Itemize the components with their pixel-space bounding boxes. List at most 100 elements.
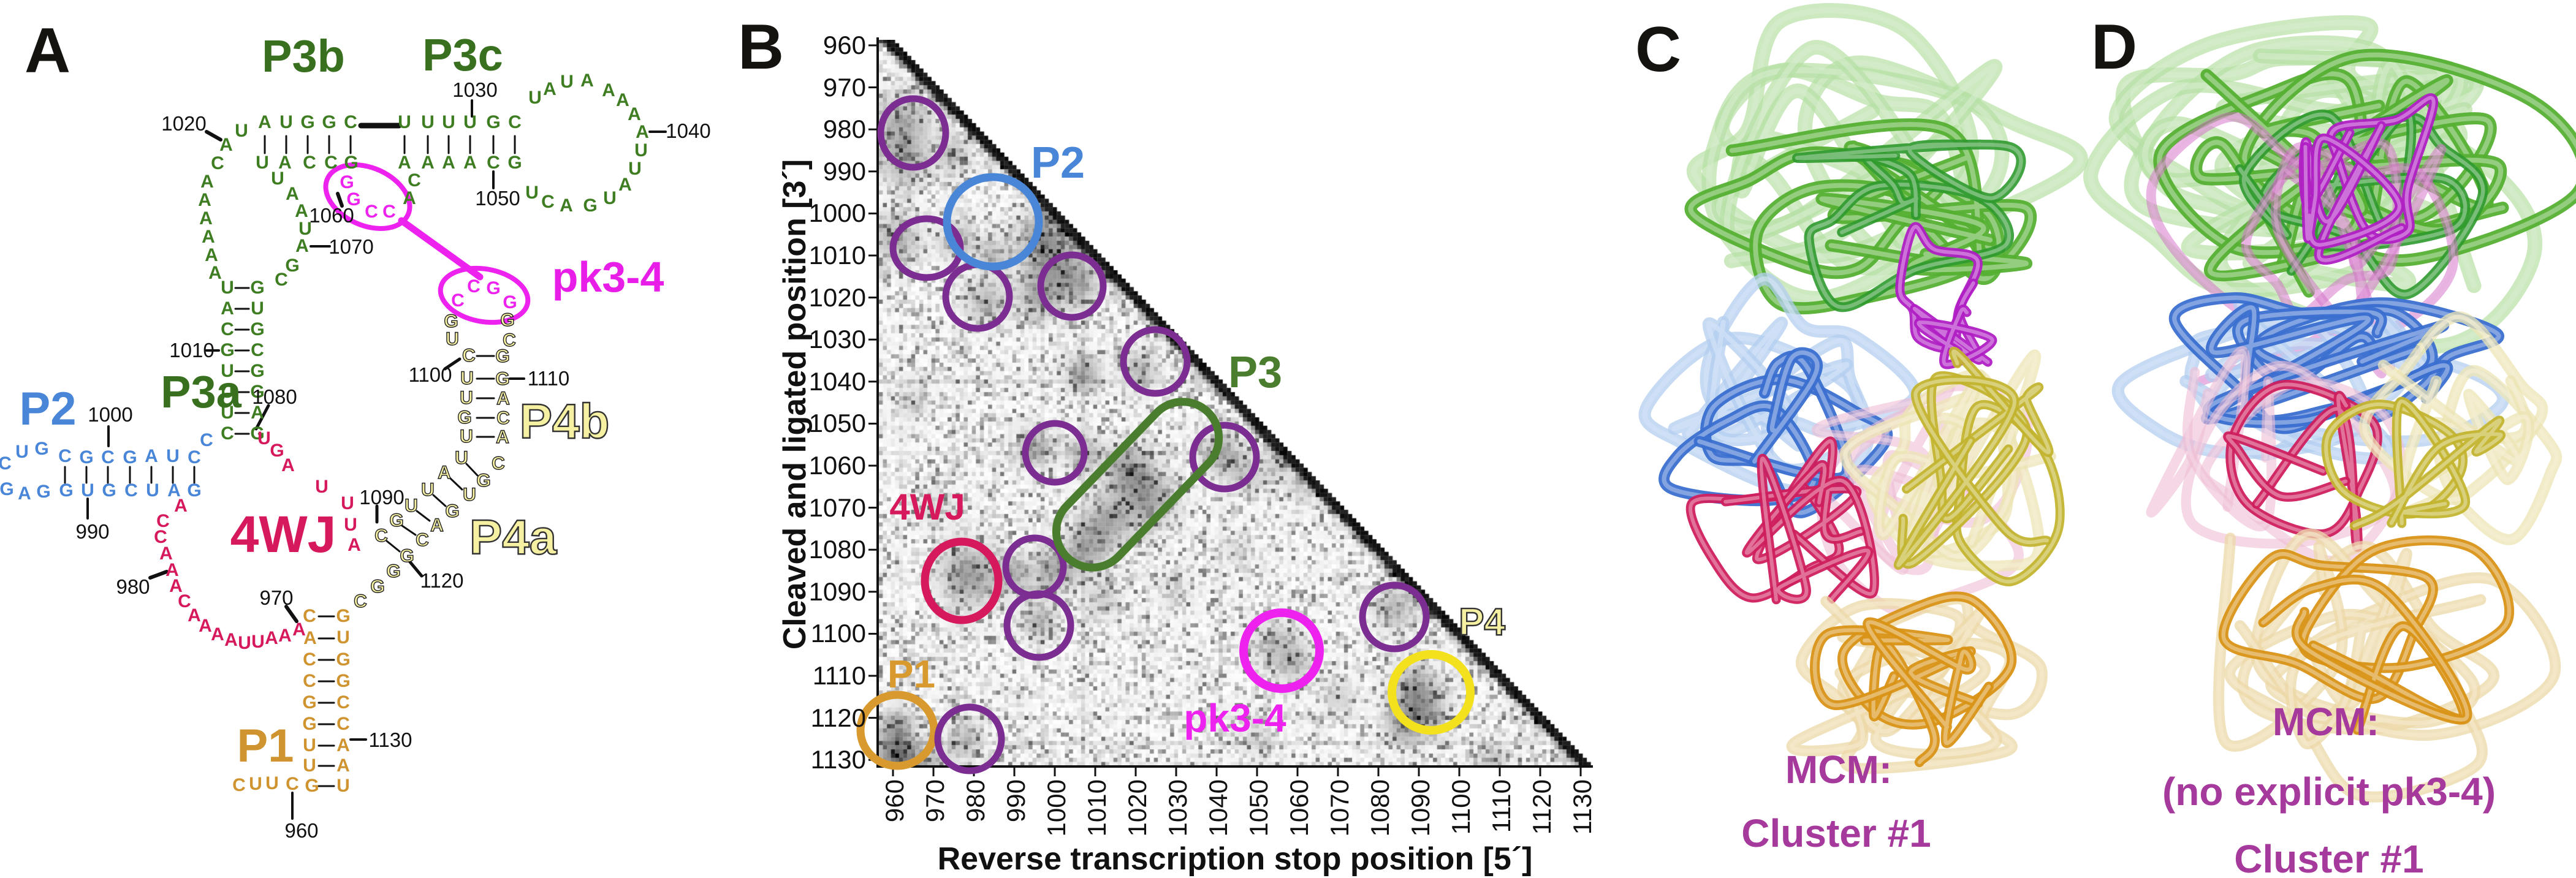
nucleotide-A: A [442, 153, 455, 173]
y-tick-1080: 1080 [808, 535, 866, 564]
nucleotide-G: G [389, 510, 405, 531]
nucleotide-A: A [295, 201, 308, 221]
x-tick-1000: 1000 [1042, 779, 1071, 837]
position-number-960: 960 [284, 819, 319, 842]
nucleotide-U: U [166, 446, 180, 466]
nucleotide-U: U [336, 627, 350, 648]
nucleotide-C: C [344, 112, 357, 132]
nucleotide-C: C [275, 270, 288, 290]
model-d-ribbon-highlight-11-4 [2216, 536, 2345, 749]
y-tick-1020: 1020 [808, 282, 866, 312]
nucleotide-C: C [408, 170, 421, 191]
nucleotide-G: G [0, 479, 14, 499]
nucleotide-G: G [486, 112, 501, 132]
nucleotide-A: A [199, 208, 213, 229]
model-c-ribbon-highlight-9-3 [1896, 377, 2049, 567]
x-tick-1090: 1090 [1406, 779, 1435, 837]
nucleotide-G: G [322, 112, 336, 132]
nucleotide-G: G [336, 649, 351, 670]
nucleotide-U: U [634, 140, 648, 161]
nucleotide-C: C [303, 671, 316, 691]
model-c-ribbon-highlight-4-3 [1671, 320, 1849, 448]
model-c-ribbon-highlight-11-2 [1812, 628, 1980, 708]
nucleotide-U: U [628, 159, 642, 179]
helix-label-P4a: P4a [469, 510, 558, 564]
nucleotide-G: G [370, 577, 386, 597]
nucleotide-A: A [403, 188, 416, 208]
nucleotide-A: A [211, 624, 224, 645]
helix-label-P3c: P3c [422, 29, 503, 80]
nucleotide-U: U [528, 88, 542, 108]
nucleotide-C: C [451, 290, 465, 311]
nucleotide-A: A [560, 195, 573, 216]
y-tick-1000: 1000 [808, 199, 866, 228]
nucleotide-U: U [298, 219, 312, 239]
y-tick-1060: 1060 [808, 451, 866, 480]
nucleotide-G: G [495, 346, 511, 366]
nucleotide-C: C [303, 153, 316, 173]
nucleotide-G: G [302, 692, 317, 713]
helix-label-P1: P1 [237, 720, 294, 772]
nucleotide-C: C [124, 480, 138, 501]
position-number-1100: 1100 [408, 363, 452, 386]
nucleotide-U: U [265, 773, 279, 793]
model-d-ribbon-highlight-10-2 [2352, 418, 2503, 528]
nucleotide-U: U [315, 477, 329, 497]
nucleotide-G: G [285, 255, 300, 276]
nucleotide-A: A [616, 90, 629, 110]
nucleotide-C: C [502, 330, 516, 350]
nucleotide-G: G [495, 369, 511, 389]
contact-heatmap [878, 40, 1592, 768]
nucleotide-C: C [353, 591, 367, 611]
nucleotide-C: C [58, 446, 72, 466]
y-tick-1090: 1090 [808, 577, 866, 606]
nucleotide-A: A [265, 628, 278, 648]
position-number-1070: 1070 [329, 235, 374, 258]
nucleotide-U: U [251, 632, 265, 652]
model-c-ribbon-highlight-11-3 [1866, 620, 1991, 745]
nucleotide-G: G [583, 195, 598, 216]
nucleotide-G: G [476, 471, 492, 491]
region-label-pk3-4: pk3-4 [1184, 696, 1286, 740]
nucleotide-U: U [303, 755, 316, 776]
nucleotide-A: A [543, 79, 557, 99]
model-d-ribbon-highlight-11-6 [2288, 597, 2483, 746]
nucleotide-C: C [374, 526, 388, 546]
x-axis-label: Reverse transcription stop position [5´] [937, 841, 1533, 877]
nucleotide-G: G [486, 278, 501, 298]
nucleotide-A: A [167, 480, 181, 501]
nucleotide-A: A [292, 619, 306, 640]
nucleotide-U: U [251, 298, 264, 319]
nucleotide-A: A [251, 403, 264, 423]
panel-d-caption-line3: Cluster #1 [2234, 837, 2424, 878]
panel-d-caption-line2: (no explicit pk3-4) [2162, 770, 2496, 814]
y-tick-1050: 1050 [808, 409, 866, 438]
nucleotide-G: G [500, 310, 515, 330]
position-number-1020: 1020 [161, 112, 207, 135]
nucleotide-A: A [169, 576, 183, 596]
y-tick-1130: 1130 [810, 745, 866, 774]
nucleotide-G: G [507, 153, 522, 173]
nucleotide-A: A [278, 626, 292, 646]
nucleotide-C: C [508, 112, 522, 132]
nucleotide-G: G [250, 423, 265, 444]
model-d-ribbon-highlight-12-3 [2261, 577, 2469, 722]
x-tick-1070: 1070 [1325, 779, 1354, 837]
position-number-980: 980 [116, 575, 150, 598]
position-number-1000: 1000 [88, 403, 133, 426]
nucleotide-U: U [445, 329, 459, 349]
nucleotide-C: C [286, 774, 299, 794]
nucleotide-A: A [303, 628, 317, 648]
nucleotide-G: G [270, 441, 284, 461]
nucleotide-G: G [340, 172, 354, 192]
nucleotide-G: G [445, 501, 460, 521]
position-number-1120: 1120 [420, 569, 464, 592]
nucleotide-C: C [336, 692, 350, 713]
nucleotide-A: A [202, 227, 215, 247]
nucleotide-G: G [344, 153, 359, 173]
y-tick-1070: 1070 [808, 493, 866, 522]
position-number-1030: 1030 [452, 78, 498, 101]
nucleotide-U: U [81, 480, 94, 501]
nucleotide-U: U [560, 72, 574, 92]
nucleotide-C: C [365, 202, 378, 222]
